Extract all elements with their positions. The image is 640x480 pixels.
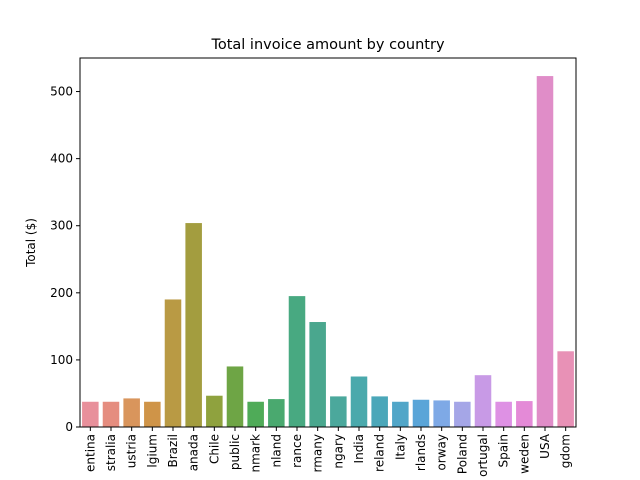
x-tick-label: Poland bbox=[455, 434, 469, 474]
bar-17 bbox=[433, 400, 450, 427]
x-tick-label: India bbox=[352, 434, 366, 463]
x-tick-label: weden bbox=[517, 434, 531, 474]
x-tick-label: rance bbox=[290, 434, 304, 468]
x-tick-label: nland bbox=[269, 434, 283, 468]
x-tick-label: nmark bbox=[249, 434, 263, 473]
x-tick-label: Spain bbox=[497, 434, 511, 468]
x-tick-label: stralia bbox=[104, 434, 118, 471]
x-tick-label: rlands bbox=[414, 434, 428, 471]
bar-11 bbox=[309, 322, 326, 427]
bar-8 bbox=[247, 401, 264, 427]
bar-3 bbox=[144, 401, 161, 427]
bar-1 bbox=[102, 401, 120, 427]
y-tick-label: 100 bbox=[50, 353, 73, 367]
bar-23 bbox=[557, 351, 574, 427]
x-tick-label: Brazil bbox=[166, 434, 180, 468]
x-tick-label: entina bbox=[83, 434, 97, 472]
bar-18 bbox=[454, 401, 471, 427]
bar-14 bbox=[371, 396, 388, 427]
bar-22 bbox=[536, 76, 554, 427]
chart-title: Total invoice amount by country bbox=[210, 37, 444, 53]
bar-0 bbox=[82, 401, 99, 427]
bar-4 bbox=[164, 299, 182, 427]
bar-2 bbox=[123, 398, 140, 427]
x-tick-label: lgium bbox=[145, 434, 159, 468]
x-tick-label: Italy bbox=[393, 434, 407, 460]
x-tick-label: ustria bbox=[125, 434, 139, 468]
bar-9 bbox=[268, 399, 285, 427]
bars-group bbox=[82, 76, 574, 427]
x-tick-label: public bbox=[228, 434, 242, 470]
x-axis-ticks: entina stralia ustria lgium Brazil anada Chile… bbox=[83, 427, 573, 477]
x-tick-label: rmany bbox=[311, 434, 325, 472]
bar-19 bbox=[474, 375, 492, 427]
bar-16 bbox=[412, 399, 430, 427]
x-tick-label: USA bbox=[538, 433, 552, 459]
plot-frame bbox=[79, 57, 577, 428]
y-tick-label: 0 bbox=[65, 420, 73, 434]
bar-15 bbox=[392, 401, 409, 427]
bar-20 bbox=[495, 401, 512, 427]
x-tick-label: anada bbox=[187, 434, 201, 471]
bar-5 bbox=[185, 223, 202, 427]
x-tick-label: Chile bbox=[207, 434, 221, 464]
y-tick-label: 300 bbox=[50, 219, 73, 233]
bar-7 bbox=[226, 366, 244, 427]
y-axis-ticks: 0 100 200 300 400 500 bbox=[50, 85, 80, 434]
bar-21 bbox=[516, 401, 533, 427]
x-tick-label: gdom bbox=[559, 434, 573, 468]
bar-6 bbox=[206, 395, 223, 427]
x-tick-label: ngary bbox=[331, 434, 345, 469]
y-axis-label: Total ($) bbox=[24, 218, 38, 268]
x-tick-label: orway bbox=[435, 434, 449, 471]
bar-13 bbox=[350, 376, 368, 427]
y-tick-label: 400 bbox=[50, 152, 73, 166]
x-tick-label: reland bbox=[373, 434, 387, 472]
y-tick-label: 200 bbox=[50, 286, 73, 300]
bar-10 bbox=[288, 296, 306, 427]
x-tick-label: ortugal bbox=[476, 434, 490, 477]
y-tick-label: 500 bbox=[50, 85, 73, 99]
bar-12 bbox=[330, 396, 347, 427]
